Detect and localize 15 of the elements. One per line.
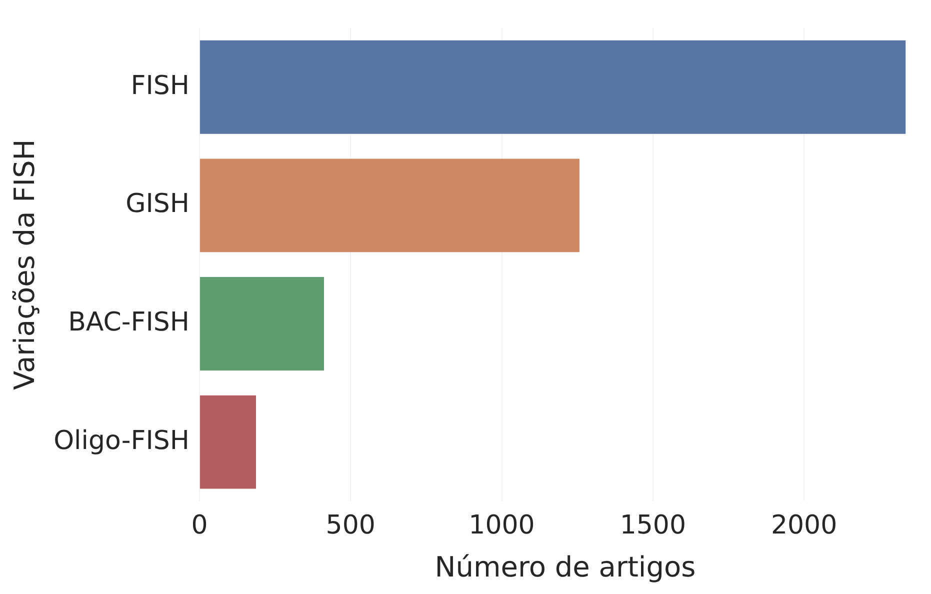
bar — [200, 40, 906, 134]
bar — [200, 395, 256, 489]
bar — [200, 277, 324, 370]
y-tick-label: GISH — [126, 189, 190, 220]
x-tick-label: 1000 — [468, 510, 535, 541]
x-tick-label: 2000 — [770, 510, 838, 541]
y-tick-label: Oligo-FISH — [54, 426, 190, 456]
x-tick-label: 0 — [191, 510, 208, 541]
x-tick-label: 500 — [326, 510, 376, 541]
x-axis-title: Número de artigos — [434, 550, 696, 584]
y-tick-label: BAC-FISH — [68, 308, 190, 338]
x-tick-label: 1500 — [620, 510, 686, 541]
y-tick-label: FISH — [130, 70, 190, 101]
bar — [200, 158, 580, 252]
y-axis-title: Variações da FISH — [8, 139, 42, 390]
